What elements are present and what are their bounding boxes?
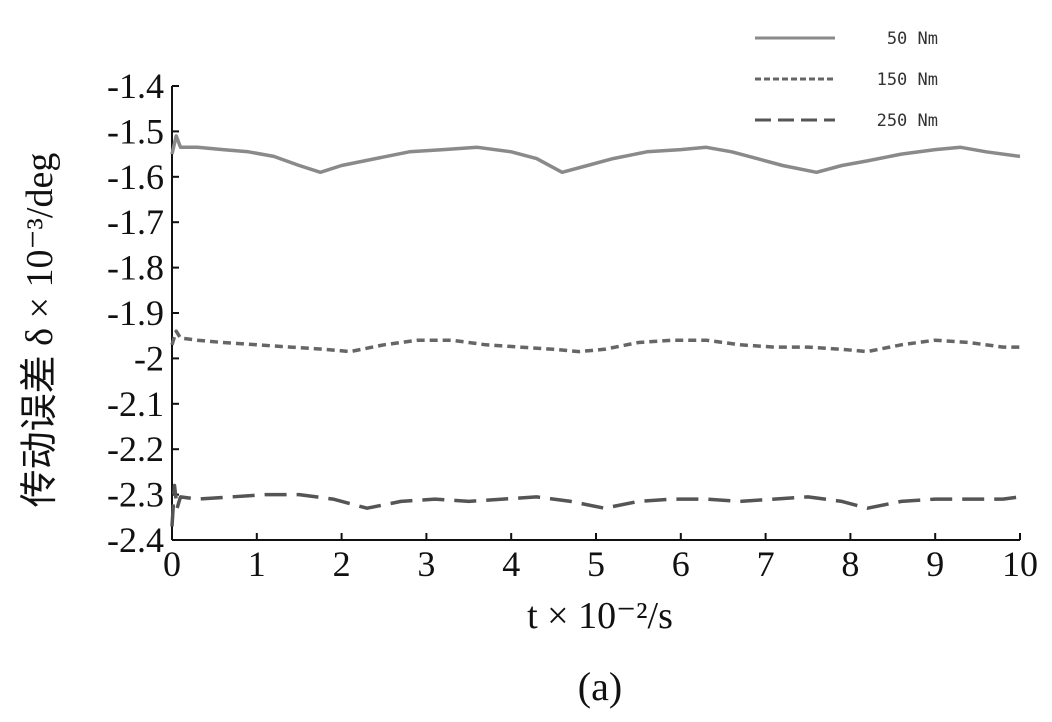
y-axis-title: 传动误差 δ × 10⁻³/deg <box>19 153 61 508</box>
series-group <box>170 134 1021 527</box>
x-tick-label: 5 <box>587 544 605 584</box>
y-tick-label: -2 <box>134 338 164 378</box>
x-tick-label: 1 <box>248 544 266 584</box>
y-tick-label: -1.5 <box>107 111 164 151</box>
x-axis-title: t × 10⁻²/s <box>527 595 673 637</box>
x-tick-label: 9 <box>926 544 944 584</box>
x-tick-label: 0 <box>163 544 181 584</box>
x-tick-label: 3 <box>417 544 435 584</box>
x-ticks: 0 1 2 3 4 5 6 7 8 9 10 <box>163 533 1038 584</box>
x-tick-label: 7 <box>757 544 775 584</box>
y-tick-label: -2.4 <box>107 520 164 560</box>
panel-label: (a) <box>578 664 622 709</box>
y-tick-label: -1.6 <box>107 157 164 197</box>
y-tick-label: -1.4 <box>107 66 164 106</box>
legend-label-3: 250 Nm <box>877 111 938 131</box>
x-tick-label: 4 <box>502 544 520 584</box>
y-tick-label: -1.7 <box>107 202 164 242</box>
y-tick-label: -2.1 <box>107 384 164 424</box>
legend-label-2: 150 Nm <box>877 70 938 90</box>
series-line-3 <box>170 483 1021 527</box>
plot-area: 0 1 2 3 4 5 6 7 8 9 10 -1.4-1.5-1.6-1.7-1.8-1.9-2-… <box>107 66 1038 584</box>
y-tick-label: -1.8 <box>107 248 164 288</box>
x-tick-label: 6 <box>672 544 690 584</box>
x-tick-label: 10 <box>1002 544 1038 584</box>
y-ticks: -1.4 -1.5 -1.6 -1.7 -1.8 -1.9 -2 -2.1 -2.2 -2.3 -2… <box>107 66 179 560</box>
x-tick-label: 2 <box>333 544 351 584</box>
y-tick-label: -2.2 <box>107 429 164 469</box>
series-line-1 <box>170 134 1021 175</box>
x-tick-label: 8 <box>841 544 859 584</box>
series-line-2 <box>170 329 1020 354</box>
legend: 50 Nm 150 Nm 250 Nm <box>755 29 938 131</box>
legend-label-1: 50 Nm <box>887 29 938 49</box>
y-tick-label: -2.3 <box>107 475 164 515</box>
y-tick-label: -1.9 <box>107 293 164 333</box>
